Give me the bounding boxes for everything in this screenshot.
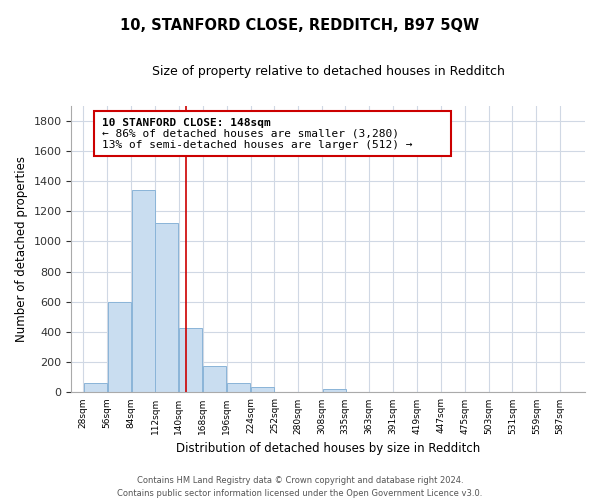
FancyBboxPatch shape: [94, 112, 451, 156]
Bar: [179, 328, 202, 392]
Text: Contains HM Land Registry data © Crown copyright and database right 2024.
Contai: Contains HM Land Registry data © Crown c…: [118, 476, 482, 498]
Text: 10, STANFORD CLOSE, REDDITCH, B97 5QW: 10, STANFORD CLOSE, REDDITCH, B97 5QW: [121, 18, 479, 32]
Bar: [155, 224, 178, 392]
Text: 13% of semi-detached houses are larger (512) →: 13% of semi-detached houses are larger (…: [102, 140, 413, 150]
Title: Size of property relative to detached houses in Redditch: Size of property relative to detached ho…: [152, 65, 505, 78]
Bar: [203, 366, 226, 392]
Bar: [251, 387, 274, 392]
Bar: [131, 190, 155, 392]
Y-axis label: Number of detached properties: Number of detached properties: [15, 156, 28, 342]
Bar: [323, 390, 346, 392]
X-axis label: Distribution of detached houses by size in Redditch: Distribution of detached houses by size …: [176, 442, 481, 455]
Text: ← 86% of detached houses are smaller (3,280): ← 86% of detached houses are smaller (3,…: [102, 129, 399, 139]
Text: 10 STANFORD CLOSE: 148sqm: 10 STANFORD CLOSE: 148sqm: [102, 118, 271, 128]
Bar: [84, 384, 107, 392]
Bar: [107, 302, 131, 392]
Bar: [227, 382, 250, 392]
